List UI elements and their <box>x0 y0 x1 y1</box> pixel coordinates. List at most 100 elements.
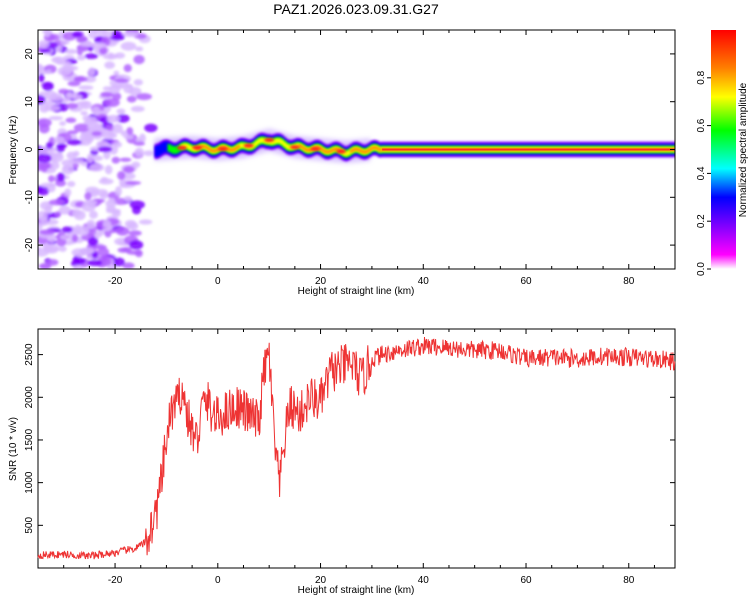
noise-blob <box>79 134 95 142</box>
noise-blob <box>122 31 139 38</box>
noise-blob <box>66 181 76 188</box>
noise-blob <box>59 121 67 126</box>
ridge-cell <box>188 145 192 150</box>
noise-blob <box>112 30 122 40</box>
figure-title: PAZ1.2026.023.09.31.G27 <box>273 1 439 17</box>
ridge-hotspots <box>176 137 347 154</box>
noise-blob <box>73 150 80 157</box>
ridge-cell <box>239 143 243 148</box>
spectrogram-x-tick-label: -20 <box>108 276 123 287</box>
noise-blob <box>124 219 137 228</box>
noise-blob <box>79 100 92 110</box>
noise-blob <box>101 131 118 140</box>
ridge-cell <box>319 147 323 150</box>
noise-blob <box>39 48 52 53</box>
spectrogram-xlabel: Height of straight line (km) <box>298 286 415 297</box>
noise-blob <box>86 228 97 236</box>
noise-blob <box>109 229 117 234</box>
noise-blob <box>102 53 119 60</box>
noise-blob <box>109 80 116 86</box>
ridge-cell <box>334 147 338 151</box>
noise-blob <box>45 259 59 266</box>
ridge-cell <box>352 148 356 151</box>
noise-blob <box>68 159 84 164</box>
noise-blob <box>126 127 134 136</box>
noise-blob <box>73 123 90 133</box>
noise-blob <box>123 166 135 173</box>
snr-y-tick-label: 1500 <box>24 428 35 451</box>
noise-blob <box>112 123 123 134</box>
noise-blob <box>78 85 94 91</box>
noise-blob <box>44 69 52 75</box>
noise-blob <box>60 40 70 45</box>
noise-blob <box>129 200 145 210</box>
spectrogram-x-tick-label: 20 <box>315 276 327 287</box>
noise-blob <box>112 257 125 267</box>
noise-blob <box>74 224 82 235</box>
noise-blob <box>105 125 115 131</box>
noise-blob <box>128 87 142 96</box>
noise-blob <box>73 265 84 269</box>
snr-y-tick-label: 500 <box>24 517 35 534</box>
snr-y-tick-label: 2000 <box>24 386 35 409</box>
ridge-cell <box>378 148 382 152</box>
spectrogram-y-tick-label: 20 <box>24 48 35 60</box>
noise-blob <box>136 93 152 101</box>
snr-ylabel: SNR (10 * v/v) <box>8 417 19 481</box>
ridge-cell <box>272 139 277 145</box>
ridge-cell <box>344 151 348 157</box>
noise-blob <box>119 183 129 188</box>
noise-blob <box>84 192 92 201</box>
noise-blob <box>102 220 112 228</box>
noise-blob <box>93 30 108 36</box>
snr-y-tick-label: 2500 <box>24 343 35 366</box>
noise-blob <box>47 233 56 243</box>
ridge-cell <box>360 149 364 153</box>
noise-blob <box>111 210 121 218</box>
noise-blob <box>143 150 154 157</box>
ridge-cell <box>170 145 174 154</box>
noise-blob <box>38 73 45 83</box>
noise-blob <box>43 243 60 254</box>
noise-blob <box>122 262 135 269</box>
noise-blob <box>123 195 132 203</box>
noise-blob <box>131 161 141 169</box>
noise-blob <box>90 42 107 49</box>
noise-blob <box>44 105 61 112</box>
noise-blob <box>38 185 44 195</box>
ridge-cell <box>164 141 169 153</box>
noise-blob <box>144 123 158 133</box>
noise-blob <box>138 219 153 225</box>
ridge-cell <box>203 145 207 148</box>
noise-blob <box>44 204 52 215</box>
ridge-hotspot <box>192 145 203 150</box>
noise-blob <box>119 157 132 162</box>
noise-blob <box>71 234 78 243</box>
noise-blob <box>133 141 146 146</box>
ridge-hotspot <box>264 137 275 142</box>
ridge-cell <box>190 146 194 152</box>
noise-blob <box>87 259 103 267</box>
noise-blob <box>94 231 103 238</box>
noise-blob <box>43 100 55 106</box>
ridge-cell <box>275 138 279 144</box>
noise-blob <box>97 146 113 153</box>
spectrogram-y-tick-label: -20 <box>24 237 35 252</box>
noise-blob <box>61 98 70 103</box>
noise-blob <box>76 55 86 61</box>
noise-blob <box>138 133 146 143</box>
noise-blob <box>111 156 120 164</box>
ridge-hotspot <box>243 143 254 148</box>
noise-blob <box>56 143 66 153</box>
colorbar-label: Normalized spectral amplitude <box>738 82 749 217</box>
noise-blob <box>135 46 144 52</box>
ridge-cell <box>349 149 354 153</box>
noise-blob <box>42 164 51 169</box>
snr-x-tick-label: 20 <box>315 575 327 586</box>
ridge-cell <box>154 145 158 157</box>
noise-blob <box>56 237 67 247</box>
ridge-cell <box>167 144 171 152</box>
ridge-cell <box>303 147 307 151</box>
ridge-cell <box>213 149 217 153</box>
noise-blob <box>126 95 137 103</box>
